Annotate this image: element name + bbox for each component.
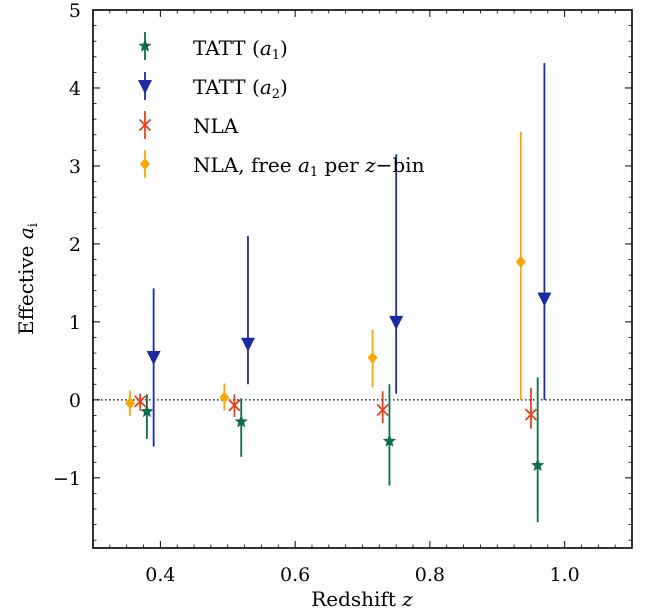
x-tick-label: 1.0 (550, 564, 580, 586)
data-point-star (140, 404, 154, 418)
data-point-triangle-down (389, 315, 404, 330)
legend-label-tatt-a2: TATT (a2) (193, 75, 288, 102)
y-tick-label: 3 (69, 156, 81, 178)
legend-entry-nla: NLA (138, 111, 239, 139)
y-tick-label: −1 (53, 468, 81, 490)
data-point-x (228, 399, 241, 412)
y-tick-label: 5 (69, 0, 81, 22)
legend-marker-star-icon (138, 32, 152, 60)
legend-entry-nla-free: NLA, free a1 per z−bin (140, 150, 425, 180)
data-point-diamond (367, 351, 378, 364)
series-3 (125, 131, 526, 417)
x-tick-label: 0.6 (280, 564, 310, 586)
legend-marker-shape (138, 80, 152, 94)
y-tick-label: 4 (69, 78, 81, 100)
legend: TATT (a1) TATT (a2) NLA NLA, free a1 per… (138, 32, 425, 180)
data-point-star (234, 414, 248, 428)
data-series (125, 63, 552, 523)
plot-frame (92, 9, 633, 549)
plot-area (93, 10, 632, 548)
data-point-star (382, 434, 397, 447)
legend-label-nla-free: NLA, free a1 per z−bin (193, 153, 425, 180)
legend-marker-diamond-icon (140, 150, 150, 178)
legend-label-tatt-a1: TATT (a1) (193, 36, 288, 63)
axis-ticks: 0.4 0.6 0.8 1.0 −1 0 1 2 3 4 5 (53, 0, 632, 586)
data-point-diamond (219, 391, 230, 404)
x-tick-label: 0.4 (145, 564, 175, 586)
data-point-triangle-down (240, 337, 255, 352)
data-point-diamond (515, 255, 526, 268)
x-axis-label: Redshift z (311, 587, 413, 611)
y-tick-label: 1 (69, 312, 81, 334)
legend-marker-shape (138, 39, 152, 52)
series-1 (146, 63, 552, 447)
x-tick-label: 0.8 (415, 564, 445, 586)
legend-label-nla: NLA (193, 114, 239, 138)
y-tick-label: 2 (69, 234, 81, 256)
legend-marker-triangle-icon (138, 72, 152, 100)
legend-marker-x-icon (138, 111, 152, 139)
data-point-triangle-down (146, 350, 161, 365)
data-point-x (524, 408, 538, 421)
data-point-x (134, 395, 147, 408)
data-point-diamond (125, 396, 136, 409)
series-2 (134, 388, 538, 429)
legend-entry-tatt-a1: TATT (a1) (138, 32, 288, 63)
y-axis-label: Effective ai (14, 223, 41, 335)
series-0 (140, 377, 545, 523)
data-point-star (531, 458, 545, 472)
data-point-x (376, 403, 389, 417)
legend-marker-shape (140, 158, 150, 170)
legend-entry-tatt-a2: TATT (a2) (138, 72, 288, 102)
legend-marker-shape (138, 118, 152, 132)
y-tick-label: 0 (69, 390, 81, 412)
data-point-triangle-down (537, 292, 552, 307)
